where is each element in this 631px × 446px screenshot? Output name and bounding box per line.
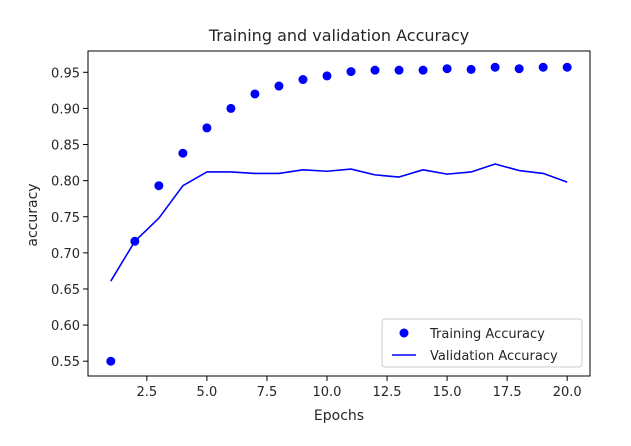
y-tick-label: 0.55 (51, 355, 80, 370)
training-accuracy-point (322, 71, 332, 81)
training-accuracy-point (274, 81, 284, 91)
y-tick-label: 0.85 (51, 139, 80, 154)
training-accuracy-point (370, 65, 380, 75)
training-accuracy-point (538, 62, 548, 72)
x-tick-label: 5.0 (197, 385, 218, 400)
y-tick-label: 0.60 (51, 319, 80, 334)
validation-accuracy-line (110, 163, 568, 282)
x-axis-label: Epochs (314, 408, 364, 424)
training-accuracy-point (202, 123, 212, 133)
training-accuracy-point (466, 64, 476, 74)
training-accuracy-point (418, 65, 428, 75)
legend-label: Validation Accuracy (430, 349, 558, 364)
chart-title: Training and validation Accuracy (208, 26, 469, 45)
x-tick-label: 12.5 (373, 385, 402, 400)
x-tick-label: 2.5 (137, 385, 158, 400)
x-tick-label: 17.5 (493, 385, 522, 400)
y-tick-label: 0.65 (51, 283, 80, 298)
training-accuracy-point (226, 103, 236, 113)
training-accuracy-point (106, 356, 116, 366)
training-accuracy-point (442, 64, 452, 74)
x-tick-label: 10.0 (313, 385, 342, 400)
series-training-accuracy (106, 62, 572, 366)
legend-point-marker (399, 328, 409, 338)
y-tick-label: 0.75 (51, 211, 80, 226)
y-tick-label: 0.70 (51, 247, 80, 262)
series-layer (106, 62, 572, 366)
series-validation-accuracy (110, 163, 568, 282)
y-axis-ticks: 0.55 0.60 0.65 0.70 0.75 0.80 0.85 0.90 0.95 (51, 66, 88, 370)
y-axis-label: accuracy (25, 183, 41, 246)
x-tick-label: 15.0 (433, 385, 462, 400)
x-tick-label: 20.0 (553, 385, 582, 400)
training-accuracy-point (394, 65, 404, 75)
x-axis-ticks: 2.5 5.0 7.5 10.0 12.5 15.0 17.5 20.0 (137, 376, 582, 400)
training-accuracy-point (490, 62, 500, 72)
legend-box (381, 318, 583, 368)
training-accuracy-point (154, 181, 164, 191)
training-accuracy-point (562, 62, 572, 72)
y-tick-label: 0.80 (51, 175, 80, 190)
training-accuracy-point (298, 75, 308, 85)
training-accuracy-point (346, 67, 356, 77)
y-tick-label: 0.95 (51, 66, 80, 81)
training-accuracy-point (514, 64, 524, 74)
training-accuracy-point (178, 148, 188, 158)
y-tick-label: 0.90 (51, 102, 80, 117)
training-accuracy-point (250, 89, 260, 99)
legend-label: Training Accuracy (429, 327, 545, 342)
x-tick-label: 7.5 (257, 385, 278, 400)
chart-legend: Training Accuracy Validation Accuracy (381, 318, 583, 368)
